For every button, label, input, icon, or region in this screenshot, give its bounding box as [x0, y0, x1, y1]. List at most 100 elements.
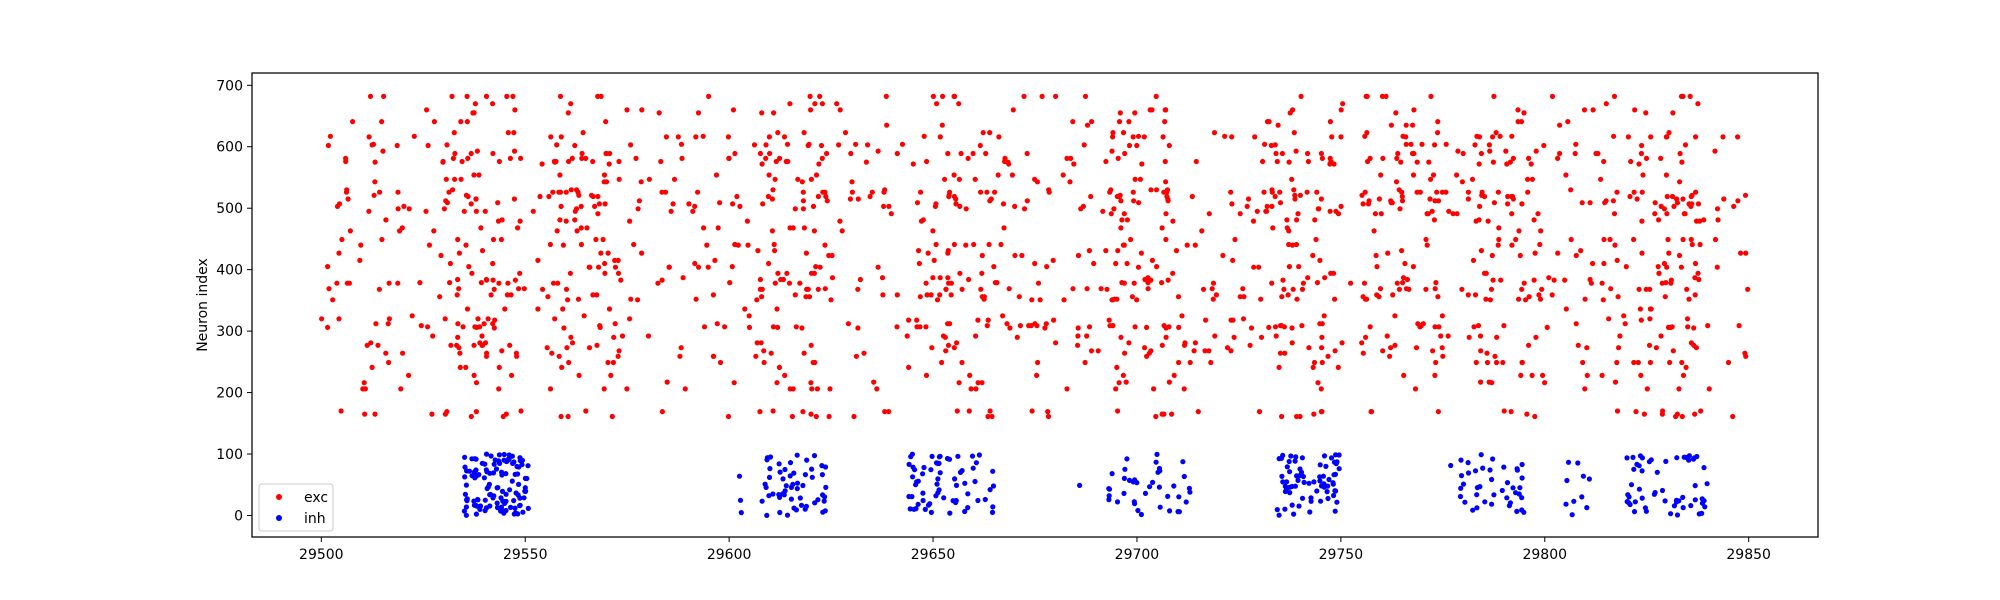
inh-spike-point — [962, 508, 968, 515]
exc-spike-point — [596, 201, 603, 207]
exc-spike-point — [441, 206, 447, 212]
inh-spike-point — [990, 504, 996, 510]
exc-spike-point — [1601, 158, 1607, 165]
inh-spike-point — [487, 503, 493, 509]
exc-spike-point — [1237, 211, 1243, 217]
exc-spike-point — [603, 119, 609, 125]
legend: exc inh — [258, 483, 334, 532]
inh-spike-point — [1183, 499, 1189, 505]
exc-spike-point — [1487, 297, 1493, 303]
exc-spike-point — [836, 142, 842, 148]
exc-spike-point — [1247, 342, 1253, 348]
exc-spike-point — [1244, 203, 1250, 209]
inh-spike-point — [955, 453, 961, 459]
exc-spike-point — [979, 252, 985, 259]
exc-spike-point — [586, 345, 593, 351]
exc-spike-point — [1118, 334, 1124, 340]
exc-spike-point — [1563, 172, 1569, 178]
exc-spike-point — [1369, 409, 1375, 415]
exc-spike-point — [1685, 324, 1691, 330]
exc-spike-point — [1634, 196, 1640, 202]
inh-spike-point — [520, 509, 526, 515]
exc-spike-point — [1279, 413, 1285, 420]
exc-spike-point — [1562, 277, 1568, 283]
exc-spike-point — [759, 294, 765, 300]
inh-spike-point — [1674, 512, 1681, 518]
inh-spike-point — [976, 452, 983, 458]
exc-spike-point — [1653, 345, 1659, 351]
inh-spike-point — [811, 453, 818, 459]
exc-spike-point — [871, 379, 877, 385]
exc-spike-point — [463, 242, 469, 248]
exc-spike-point — [823, 193, 829, 200]
exc-spike-point — [1078, 206, 1084, 212]
exc-spike-point — [602, 260, 608, 267]
exc-spike-point — [431, 119, 437, 125]
exc-spike-point — [1299, 286, 1306, 292]
exc-spike-point — [539, 161, 545, 167]
exc-spike-point — [1745, 286, 1751, 292]
exc-spike-point — [839, 228, 845, 234]
exc-spike-point — [1614, 408, 1621, 414]
exc-spike-point — [512, 107, 518, 113]
inh-spike-point — [464, 498, 470, 504]
exc-spike-point — [1664, 193, 1670, 200]
exc-spike-point — [1491, 93, 1497, 99]
inh-spike-point — [934, 481, 940, 487]
inh-spike-point — [476, 472, 482, 478]
exc-spike-point — [554, 228, 560, 234]
inh-spike-point — [946, 456, 953, 462]
inh-spike-point — [1336, 452, 1342, 458]
inh-spike-point — [522, 475, 529, 481]
exc-spike-point — [1166, 142, 1172, 149]
x-tick-label: 29550 — [503, 547, 548, 563]
exc-spike-point — [1621, 313, 1627, 319]
x-axis-ticks: 29500 29550 29600 29650 29700 29750 29800 29850 — [299, 537, 1771, 563]
exc-spike-point — [593, 236, 599, 243]
exc-spike-point — [1692, 260, 1699, 267]
exc-spike-point — [1120, 130, 1127, 136]
exc-spike-point — [1282, 350, 1288, 356]
inh-spike-point — [738, 509, 744, 516]
exc-spike-point — [1289, 340, 1295, 346]
exc-spike-point — [1269, 189, 1275, 195]
exc-spike-point — [918, 218, 925, 224]
exc-spike-point — [440, 158, 446, 165]
exc-spike-point — [803, 294, 809, 300]
exc-spike-point — [1490, 134, 1496, 140]
exc-spike-point — [1540, 372, 1546, 378]
inh-spike-point — [1332, 508, 1338, 514]
exc-spike-point — [1459, 179, 1465, 185]
exc-spike-point — [557, 217, 563, 223]
inh-spike-point — [788, 484, 795, 490]
exc-spike-point — [1362, 296, 1369, 302]
exc-spike-point — [565, 413, 571, 420]
exc-spike-point — [474, 148, 480, 154]
exc-spike-point — [1622, 321, 1628, 327]
exc-spike-point — [1165, 196, 1171, 202]
y-axis-label: Neuron index — [195, 258, 211, 352]
exc-spike-point — [595, 211, 601, 217]
exc-spike-point — [448, 342, 454, 348]
exc-spike-point — [751, 142, 758, 148]
exc-spike-point — [1627, 193, 1633, 200]
exc-spike-point — [1317, 257, 1323, 263]
exc-spike-point — [679, 155, 685, 161]
exc-spike-point — [1024, 150, 1030, 157]
exc-spike-point — [608, 372, 614, 378]
exc-spike-point — [418, 323, 424, 329]
exc-spike-point — [592, 203, 598, 209]
exc-spike-point — [1563, 306, 1569, 312]
exc-spike-point — [606, 161, 612, 167]
exc-spike-point — [504, 93, 510, 99]
inh-spike-point — [491, 461, 497, 467]
exc-spike-point — [1573, 141, 1579, 147]
inh-spike-point — [1630, 454, 1636, 460]
exc-spike-point — [1208, 359, 1214, 366]
exc-spike-point — [1725, 359, 1732, 366]
exc-spike-point — [1104, 286, 1110, 292]
exc-spike-point — [894, 324, 900, 330]
inh-spike-point — [928, 509, 935, 515]
exc-spike-point — [1679, 159, 1685, 165]
exc-spike-point — [338, 408, 344, 414]
